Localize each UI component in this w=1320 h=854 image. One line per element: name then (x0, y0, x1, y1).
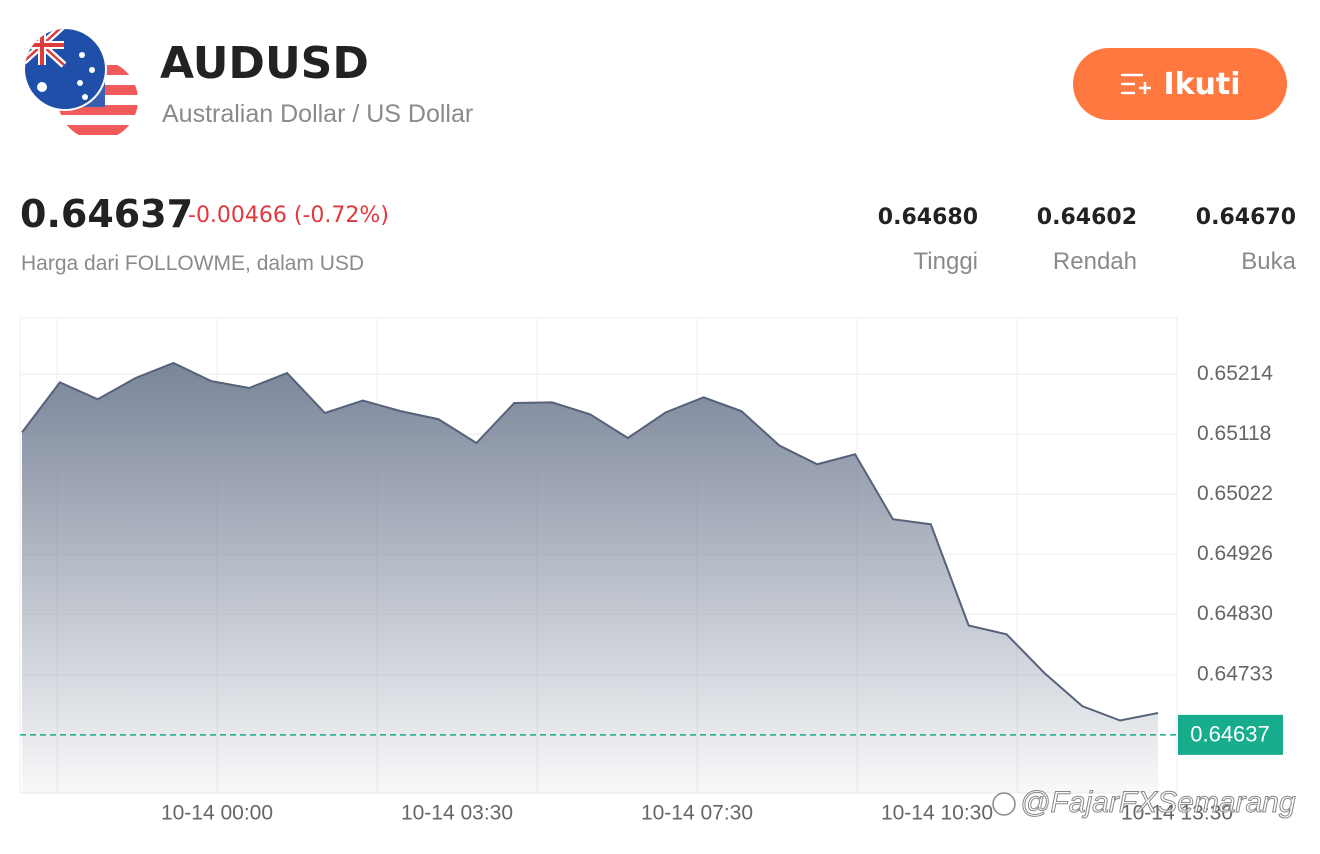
stat-value: 0.64602 (1036, 205, 1137, 230)
x-tick-label: 10-14 00:00 (161, 802, 273, 825)
stat-value: 0.64670 (1195, 205, 1296, 230)
price-source: Harga dari FOLLOWME, dalam USD (21, 252, 365, 275)
area-fill (22, 363, 1158, 793)
x-tick-label: 10-14 13:30 (1121, 802, 1233, 825)
y-tick-label: 0.65022 (1197, 482, 1273, 505)
x-tick-label: 10-14 07:30 (641, 802, 753, 825)
y-tick-label: 0.65214 (1197, 362, 1273, 385)
y-tick-label: 0.64830 (1197, 602, 1273, 625)
pair-name: Australian Dollar / US Dollar (162, 100, 474, 128)
watermark: @FajarFXSemarang (1020, 786, 1296, 819)
flags (23, 27, 138, 140)
follow-label: Ikuti (1163, 66, 1241, 102)
y-tick-label: 0.65118 (1197, 422, 1271, 445)
last-price-box (1178, 714, 1283, 755)
price: 0.64637 (20, 192, 194, 236)
x-tick-label: 10-14 10:30 (881, 802, 993, 825)
watermark-icon (992, 792, 1016, 816)
follow-icon (1121, 73, 1152, 95)
follow-button[interactable]: Ikuti (1073, 48, 1287, 120)
x-tick-label: 10-14 03:30 (401, 802, 513, 825)
price-line (21, 361, 1159, 722)
y-tick-label: 0.64733 (1197, 662, 1273, 685)
y-tick-label: 0.64926 (1197, 542, 1273, 565)
price-change: -0.00466 (-0.72%) (188, 203, 389, 228)
stat-value: 0.64680 (877, 205, 978, 230)
stat-label: Tinggi (913, 248, 978, 275)
stat-label: Rendah (1052, 248, 1137, 275)
last-price-label: 0.64637 (1190, 722, 1270, 747)
stat-label: Buka (1241, 248, 1296, 275)
symbol: AUDUSD (160, 38, 369, 89)
